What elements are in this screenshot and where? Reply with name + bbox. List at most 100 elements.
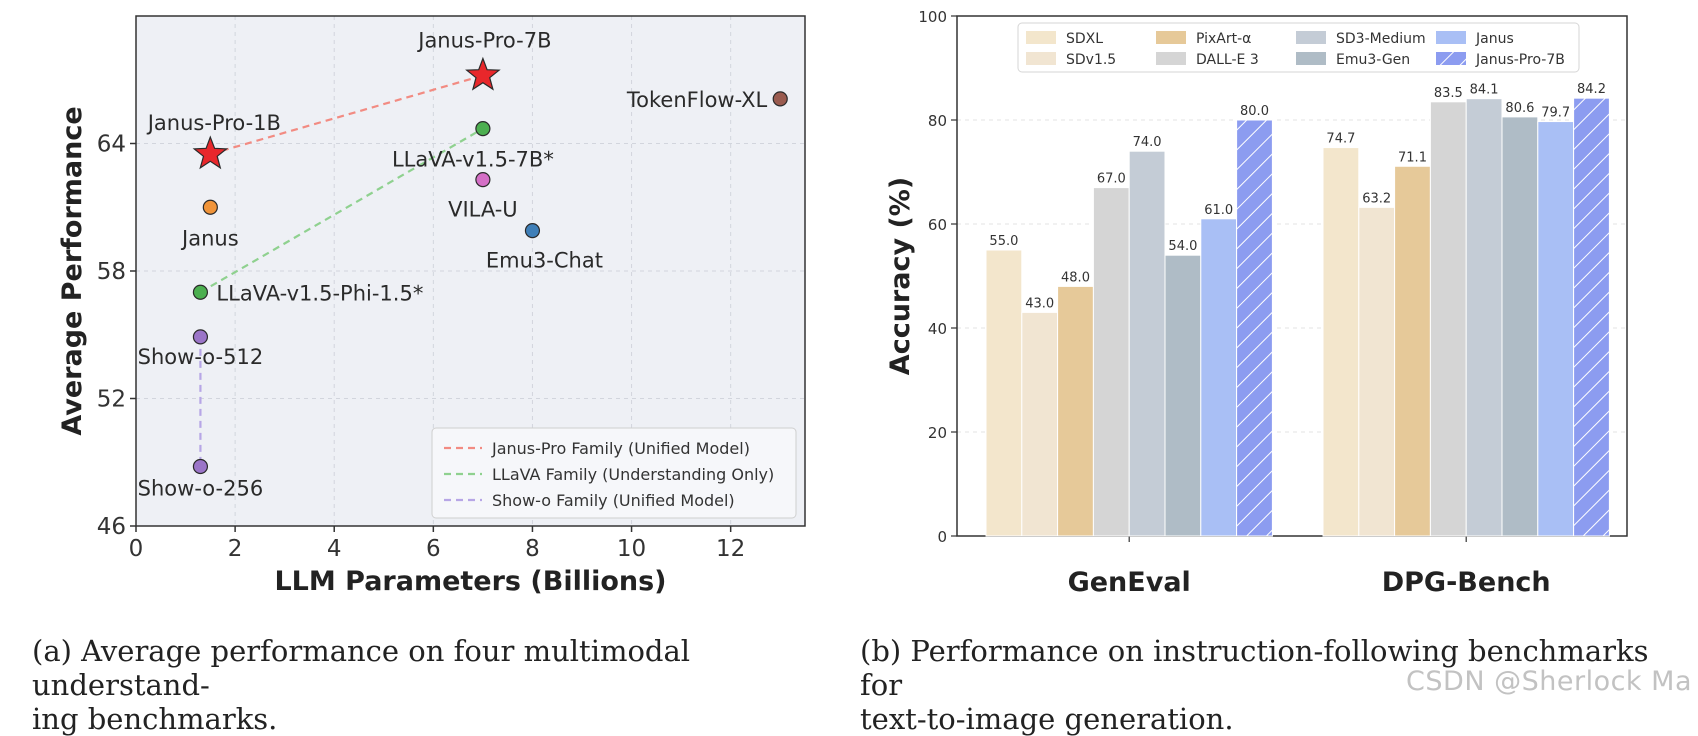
x-tick-label: 2 (228, 536, 243, 562)
legend-swatch (1156, 52, 1186, 65)
bar (1394, 165, 1431, 537)
x-tick-label: 4 (327, 536, 342, 562)
scatter-point (524, 223, 541, 239)
legend-label: LLaVA Family (Understanding Only) (492, 465, 774, 484)
bar-value-label: 43.0 (1025, 296, 1054, 311)
point-label: Emu3-Chat (486, 249, 603, 273)
y-tick-label: 58 (97, 259, 126, 285)
bar (1429, 101, 1467, 537)
scatter-point (192, 329, 209, 345)
bar (1465, 98, 1503, 537)
y-axis-label: Average Performance (57, 106, 88, 435)
point-label: Show-o-256 (138, 477, 264, 501)
bar (1092, 187, 1130, 537)
x-tick-label: 6 (426, 536, 441, 562)
point-label: LLaVA-v1.5-7B* (392, 148, 554, 172)
category-label: GenEval (1068, 567, 1191, 598)
bar-value-label: 71.1 (1398, 150, 1427, 165)
point-label: Janus (180, 226, 239, 250)
bar-value-label: 55.0 (989, 234, 1018, 249)
bar (1322, 147, 1360, 537)
bar-value-label: 79.7 (1541, 106, 1570, 121)
point-label: Janus-Pro-1B (146, 111, 281, 135)
caption-a: (a) Average performance on four multimod… (32, 634, 862, 736)
legend-label: Show-o Family (Unified Model) (492, 491, 735, 510)
bar-value-label: 80.0 (1240, 104, 1269, 119)
legend-swatch (1026, 52, 1056, 65)
bar (1021, 311, 1059, 537)
legend-swatch (1156, 31, 1186, 44)
bar-hatch (1573, 98, 1610, 536)
watermark: CSDN @Sherlock Ma (1406, 666, 1692, 697)
caption-a-line-2: ing benchmarks. (32, 702, 278, 736)
bar-value-label: 63.2 (1362, 191, 1391, 206)
legend-label: DALL-E 3 (1196, 52, 1259, 68)
caption-a-line-1: (a) Average performance on four multimod… (32, 634, 691, 702)
bar-chart: 0 20 40 60 80 100 Accuracy (%) GenEval 55.0 43.0 4… (885, 8, 1628, 598)
y-tick-label: 52 (97, 387, 126, 413)
scatter-point (192, 458, 209, 475)
bar-hatch (1236, 120, 1273, 536)
legend-swatch (1436, 31, 1466, 44)
legend-label: SDv1.5 (1066, 52, 1116, 68)
scatter-point (475, 172, 491, 188)
legend-box (431, 427, 797, 519)
bar (985, 249, 1023, 537)
x-tick-label: 8 (525, 536, 540, 562)
legend-swatch (1296, 52, 1326, 65)
y-tick-label: 80 (928, 112, 947, 130)
bar (1537, 121, 1575, 537)
bar-value-label: 67.0 (1097, 172, 1126, 187)
x-tick-label: 12 (716, 536, 745, 562)
legend-label: Janus-Pro-7B (1475, 52, 1565, 68)
point-label: Show-o-512 (138, 345, 264, 369)
caption-b-line-2: text-to-image generation. (860, 702, 1234, 736)
legend-label: Janus (1475, 31, 1514, 47)
scatter-point (475, 121, 491, 137)
y-axis-label: Accuracy (%) (885, 177, 916, 375)
bar (1128, 150, 1166, 537)
x-tick-label: 10 (617, 536, 646, 562)
y-tick-label: 40 (928, 320, 947, 338)
legend-swatch-hatch (1436, 52, 1466, 65)
legend-label: PixArt-α (1196, 31, 1251, 47)
y-tick-label: 0 (937, 528, 947, 546)
legend-label: SD3-Medium (1336, 31, 1426, 47)
legend-swatch (1026, 31, 1056, 44)
point-label: Janus-Pro-7B (416, 29, 551, 53)
category-label: DPG-Bench (1382, 567, 1551, 598)
legend-label: Emu3-Gen (1336, 52, 1410, 68)
star-marker (192, 135, 229, 170)
bar (1358, 206, 1396, 537)
bar-value-label: 84.2 (1577, 82, 1606, 97)
bar-value-label: 54.0 (1168, 239, 1197, 254)
bar-value-label: 80.6 (1505, 101, 1534, 116)
legend-label: SDXL (1066, 31, 1103, 47)
point-label: TokenFlow-XL (626, 88, 768, 112)
bar-value-label: 83.5 (1434, 86, 1463, 101)
legend-label: Janus-Pro Family (Unified Model) (491, 439, 750, 458)
caption-b-line-1: (b) Performance on instruction-following… (860, 634, 1649, 702)
y-tick-label: 60 (928, 216, 947, 234)
point-label: LLaVA-v1.5-Phi-1.5* (216, 281, 423, 305)
scatter-point (192, 284, 209, 300)
bar-value-label: 61.0 (1204, 203, 1233, 218)
legend-swatch (1296, 31, 1326, 44)
bar-value-label: 74.0 (1133, 135, 1162, 150)
bar-value-label: 74.7 (1326, 132, 1355, 147)
family-line (199, 127, 484, 294)
x-tick-label: 0 (129, 536, 144, 562)
bar-value-label: 48.0 (1061, 270, 1090, 285)
bar (1200, 218, 1238, 537)
scatter-point (772, 91, 788, 107)
bar (1501, 116, 1539, 537)
star-marker (465, 56, 501, 91)
bar-value-label: 84.1 (1470, 83, 1499, 98)
x-axis-label: LLM Parameters (Billions) (274, 566, 666, 597)
bar (1057, 285, 1094, 537)
scatter-point (202, 199, 218, 215)
point-label: VILA-U (448, 198, 518, 222)
y-tick-label: 20 (928, 424, 947, 442)
bar (1164, 254, 1202, 537)
